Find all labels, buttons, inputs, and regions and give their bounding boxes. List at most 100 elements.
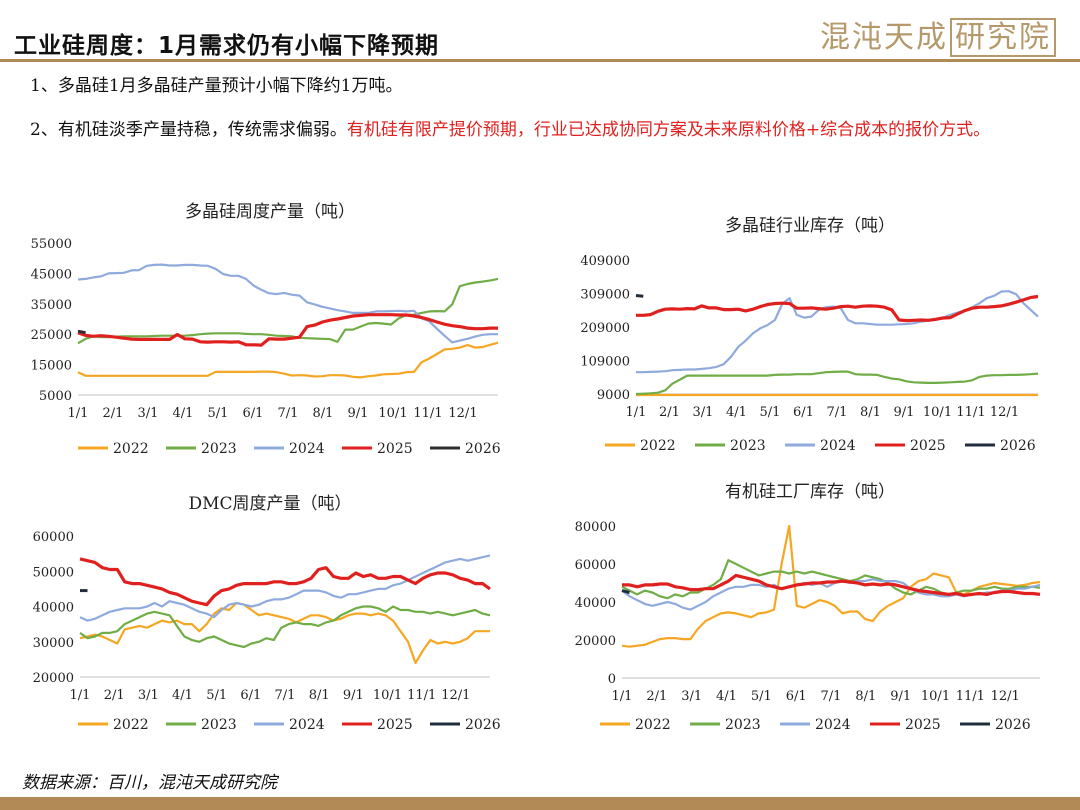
x-tick-label: 4/1 (716, 689, 737, 704)
page-title: 工业硅周度：1月需求仍有小幅下降预期 (14, 33, 440, 59)
y-tick-label: 35000 (31, 298, 72, 313)
x-tick-label: 7/1 (821, 689, 842, 704)
chart-title: 有机硅工厂库存（吨） (725, 482, 895, 502)
chart-title: 多晶硅周度产量（吨） (185, 202, 355, 222)
y-tick-label: 20000 (575, 634, 616, 649)
x-tick-label: 8/1 (309, 688, 330, 703)
series-line-2026 (635, 294, 644, 298)
y-tick-label: 60000 (33, 530, 74, 545)
chart-dmc-weekly-output: DMC周度产量（吨） 60000 50000 40000 30000 20000 1/1 2/… (33, 494, 501, 733)
x-tick-label: 9/1 (894, 405, 915, 420)
series-line-2024 (636, 290, 1039, 374)
series-line-2025 (636, 294, 1039, 323)
x-tick-label: 2/1 (103, 406, 124, 421)
x-tick-label: 8/1 (860, 405, 881, 420)
x-tick-label: 2/1 (646, 689, 667, 704)
y-tick-label: 0 (608, 672, 616, 687)
legend-label-2024: 2024 (289, 441, 325, 457)
legend-label-2023: 2023 (201, 441, 237, 457)
x-tick-label: 3/1 (138, 688, 159, 703)
bullet-point-1: 1、多晶硅1月多晶硅产量预计小幅下降约1万吨。 (30, 76, 403, 96)
series-line-2023 (79, 605, 491, 649)
x-tick-label: 10/1 (373, 688, 402, 703)
x-tick-label: 1/1 (626, 405, 647, 420)
x-tick-label: 5/1 (751, 689, 772, 704)
y-tick-label: 409000 (580, 254, 630, 269)
data-source-note: 数据来源：百川，混沌天成研究院 (22, 773, 277, 793)
bullet-point-2-text: 2、有机硅淡季产量持稳，传统需求偏弱。 (30, 120, 347, 140)
x-tick-label: 12/1 (448, 406, 477, 421)
x-tick-label: 2/1 (104, 688, 125, 703)
x-tick-label: 2/1 (659, 405, 680, 420)
series-line-2022 (621, 524, 1041, 648)
chart-silicone-factory-inventory: 有机硅工厂库存（吨） 80000 60000 40000 20000 0 1/1 2/1 3/1… (575, 482, 1041, 733)
x-tick-label: 11/1 (956, 405, 985, 420)
x-tick-label: 1/1 (68, 406, 89, 421)
x-tick-label: 1/1 (612, 689, 633, 704)
y-tick-label: 55000 (31, 237, 72, 252)
y-tick-label: 40000 (33, 601, 74, 616)
y-tick-label: 209000 (580, 321, 630, 336)
x-tick-label: 10/1 (923, 405, 952, 420)
x-tick-label: 7/1 (278, 406, 299, 421)
x-tick-label: 5/1 (208, 406, 229, 421)
chart-title: DMC周度产量（吨） (188, 494, 351, 514)
series-line-2025 (79, 557, 491, 607)
series-line-2024 (79, 554, 491, 622)
legend-label-2026: 2026 (465, 717, 501, 733)
bullet-point-2: 2、有机硅淡季产量持稳，传统需求偏弱。有机硅有限产提价预期，行业已达成协同方案及… (30, 112, 1060, 148)
x-tick-label: 3/1 (693, 405, 714, 420)
legend-label-2025: 2025 (377, 717, 413, 733)
x-tick-label: 6/1 (793, 405, 814, 420)
x-tick-label: 11/1 (956, 689, 985, 704)
y-tick-label: 5000 (39, 389, 72, 404)
legend-label-2024: 2024 (289, 717, 325, 733)
legend-label-2024: 2024 (815, 717, 851, 733)
x-tick-label: 8/1 (855, 689, 876, 704)
legend-label-2022: 2022 (113, 717, 149, 733)
footer-bar (0, 797, 1080, 810)
y-tick-label: 60000 (575, 558, 616, 573)
x-tick-label: 6/1 (240, 688, 261, 703)
y-tick-label: 25000 (31, 328, 72, 343)
legend-label-2023: 2023 (725, 717, 761, 733)
x-tick-label: 4/1 (726, 405, 747, 420)
x-tick-label: 11/1 (407, 688, 436, 703)
series-line-2023 (635, 370, 1039, 396)
x-tick-label: 10/1 (378, 406, 407, 421)
chart-polysilicon-weekly-output: 多晶硅周度产量（吨） 55000 45000 35000 25000 15000 5000 1… (31, 202, 501, 457)
legend-label-2025: 2025 (910, 438, 946, 454)
series-line-2025 (622, 573, 1041, 598)
x-tick-label: 5/1 (206, 688, 227, 703)
series-line-2026 (621, 589, 630, 594)
x-tick-label: 11/1 (413, 406, 442, 421)
x-tick-label: 7/1 (275, 688, 296, 703)
logo-box-text: 研究院 (950, 18, 1056, 57)
y-tick-label: 50000 (33, 565, 74, 580)
legend-label-2024: 2024 (820, 438, 856, 454)
x-tick-label: 4/1 (172, 688, 193, 703)
series-line-2024 (77, 263, 498, 344)
legend-label-2023: 2023 (201, 717, 237, 733)
x-tick-label: 7/1 (827, 405, 848, 420)
x-tick-label: 1/1 (70, 688, 91, 703)
legend-label-2025: 2025 (377, 441, 413, 457)
series-line-2023 (621, 559, 1041, 600)
y-tick-label: 30000 (33, 636, 74, 651)
x-tick-label: 4/1 (173, 406, 194, 421)
x-tick-label: 12/1 (991, 689, 1020, 704)
series-line-2023 (77, 277, 499, 345)
legend-label-2025: 2025 (905, 717, 941, 733)
y-tick-label: 80000 (575, 520, 616, 535)
y-tick-label: 15000 (31, 359, 72, 374)
bullet-point-2-highlight: 有机硅有限产提价预期，行业已达成协同方案及未来原料价格+综合成本的报价方式。 (346, 120, 991, 140)
x-tick-label: 8/1 (313, 406, 334, 421)
legend-label-2026: 2026 (995, 717, 1031, 733)
chart-polysilicon-inventory: 多晶硅行业库存（吨） 409000 309000 209000 109000 9000 1/… (580, 216, 1039, 454)
series-line-2025 (77, 313, 498, 347)
series-line-2026 (77, 329, 86, 335)
x-tick-label: 12/1 (441, 688, 470, 703)
x-tick-label: 5/1 (760, 405, 781, 420)
legend-label-2022: 2022 (635, 717, 671, 733)
x-tick-label: 9/1 (343, 688, 364, 703)
